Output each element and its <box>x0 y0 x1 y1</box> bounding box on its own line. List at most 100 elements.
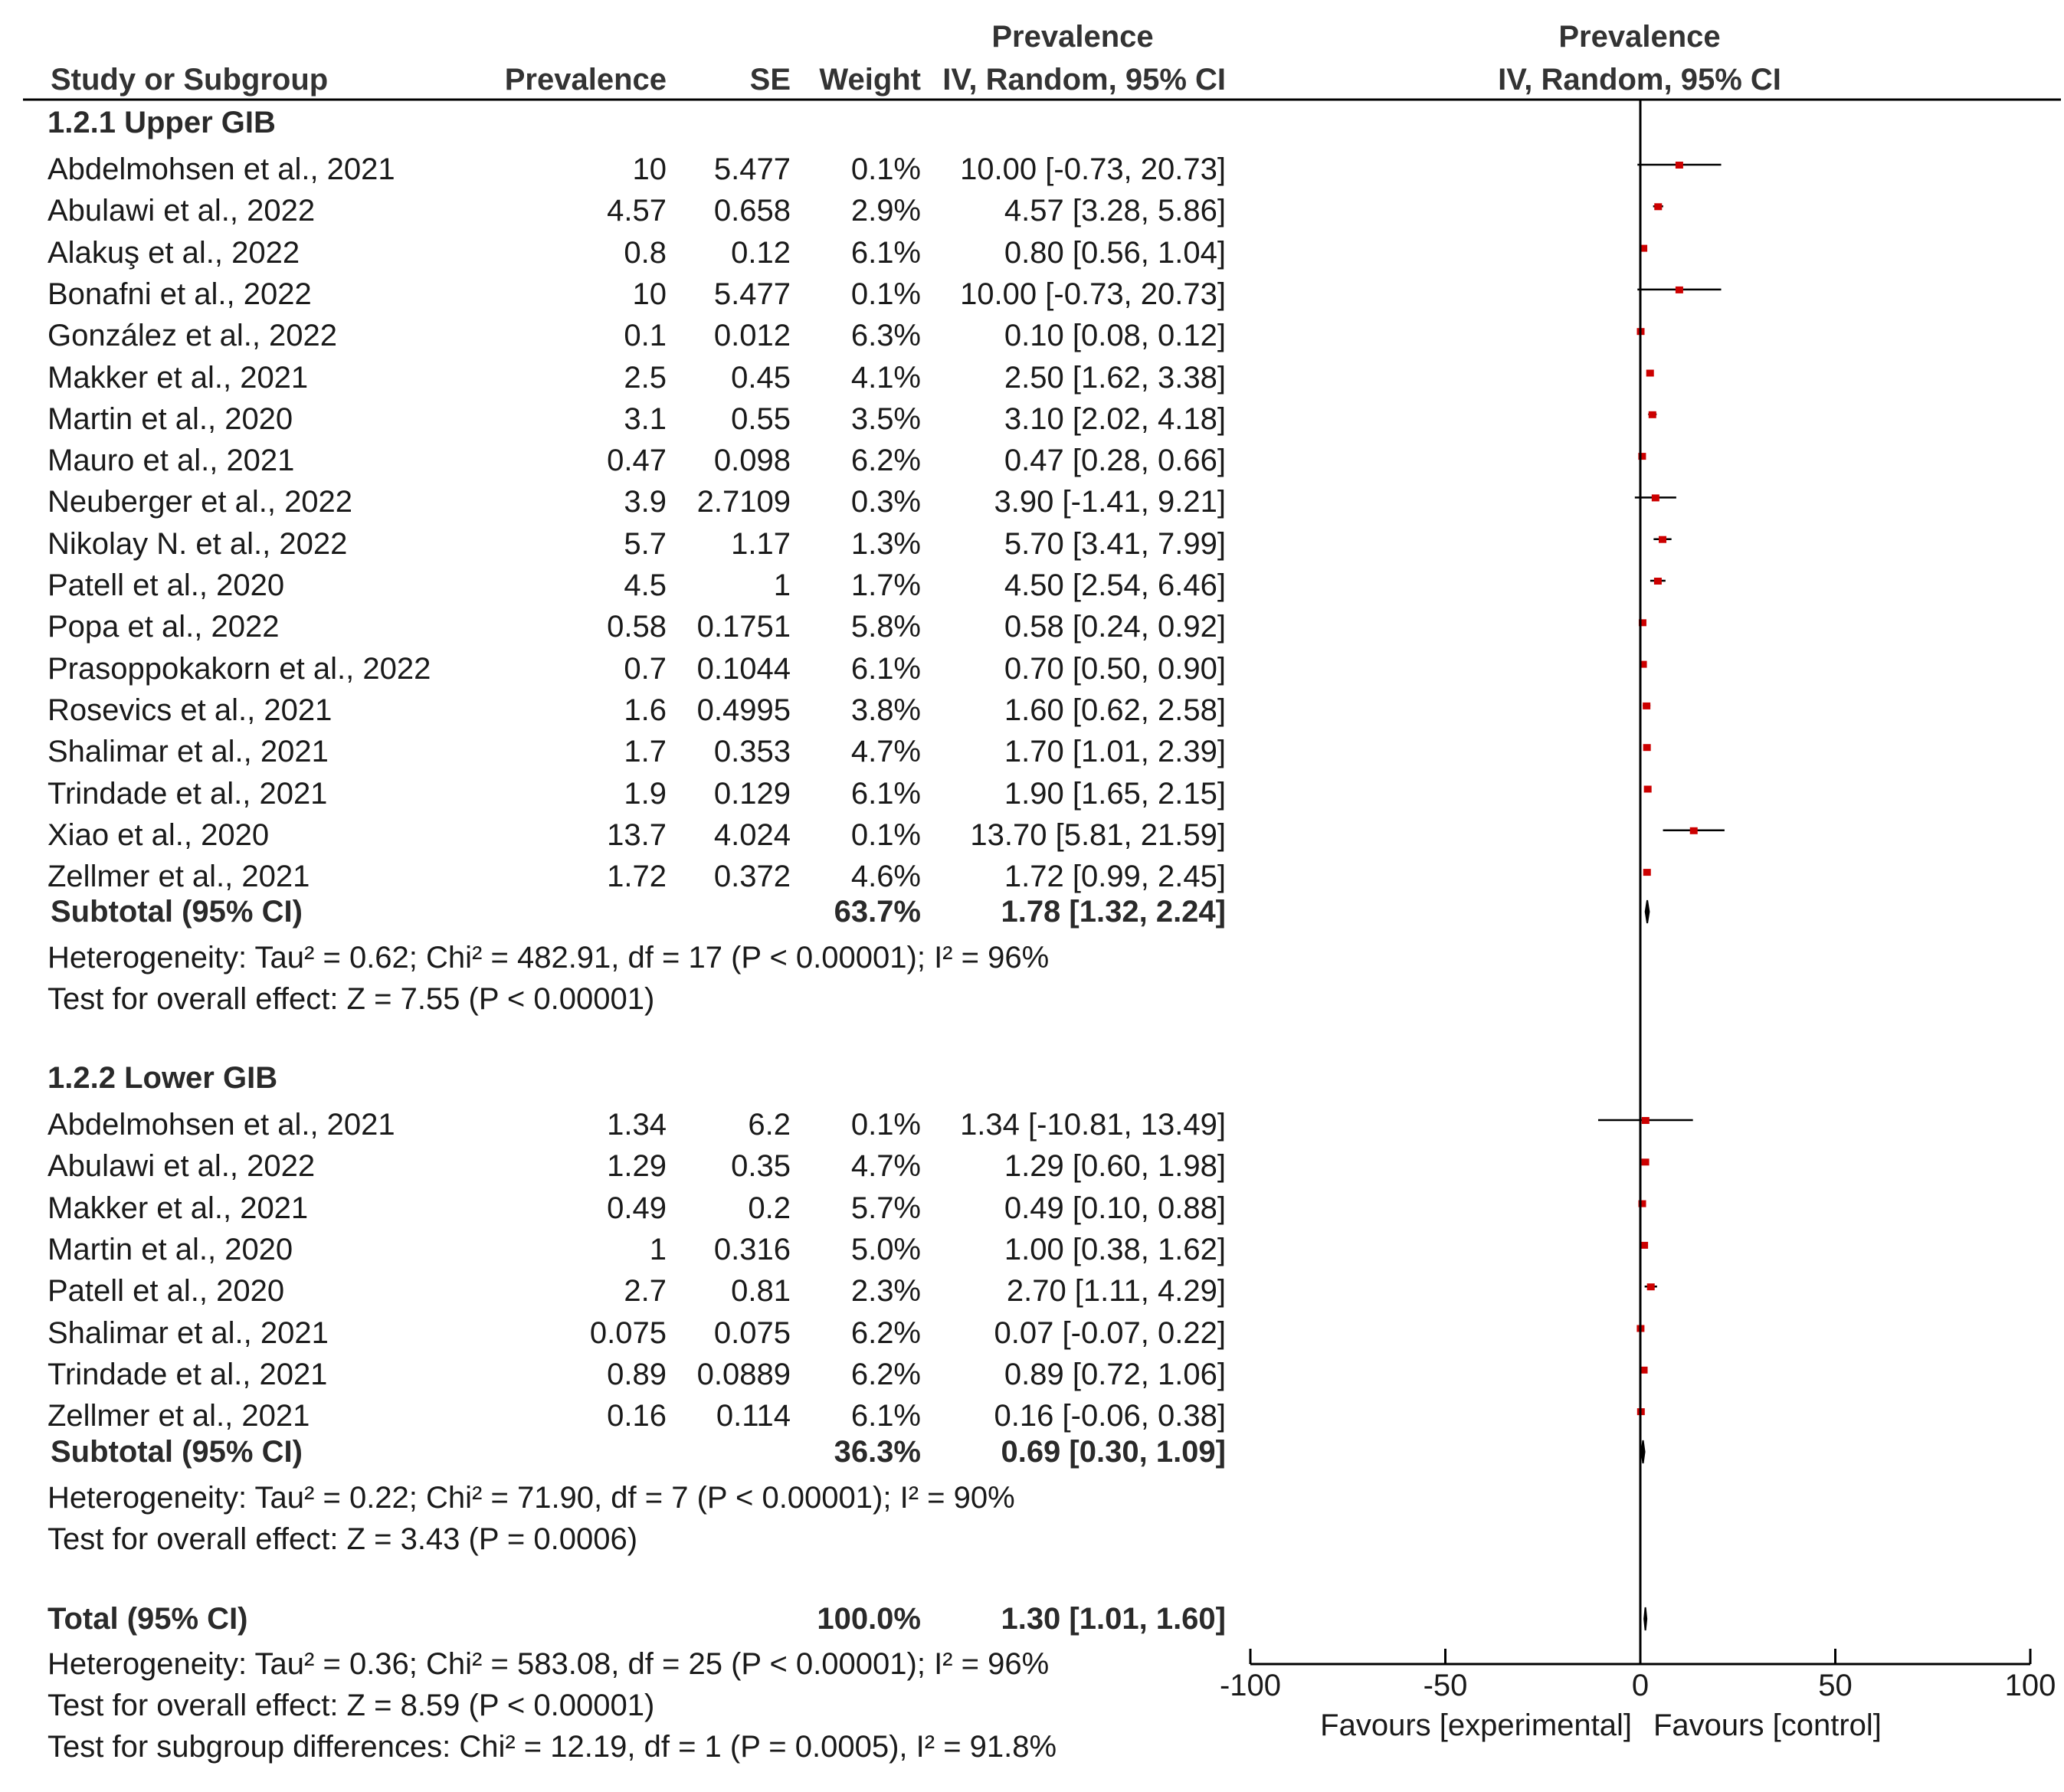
study-se: 2.7109 <box>696 485 791 519</box>
subtotal-ci: 1.78 [1.32, 2.24] <box>1001 895 1226 929</box>
study-ci: 0.80 [0.56, 1.04] <box>1004 235 1226 270</box>
study-se: 0.098 <box>713 444 791 478</box>
study-name: Martin et al., 2020 <box>48 1232 293 1266</box>
study-marker <box>1651 494 1659 502</box>
study-name: Rosevics et al., 2021 <box>48 693 333 727</box>
study-marker <box>1639 660 1647 668</box>
study-se: 0.012 <box>713 319 791 353</box>
study-se: 0.2 <box>748 1191 791 1225</box>
study-se: 0.4995 <box>696 693 791 727</box>
study-marker <box>1646 1283 1655 1291</box>
study-se: 0.1044 <box>696 651 791 686</box>
study-ci: 0.89 [0.72, 1.06] <box>1004 1357 1226 1391</box>
subgroup-heterogeneity: Heterogeneity: Tau² = 0.22; Chi² = 71.90… <box>48 1481 1015 1515</box>
study-se: 0.129 <box>713 776 791 811</box>
x-axis-tick-label: 0 <box>1631 1669 1650 1702</box>
study-weight: 6.3% <box>850 319 921 353</box>
favours-left-label: Favours [experimental] <box>1320 1708 1632 1742</box>
study-prevalence: 1.7 <box>624 735 667 769</box>
study-prevalence: 0.075 <box>589 1315 667 1350</box>
study-marker <box>1646 369 1654 377</box>
study-prevalence: 0.16 <box>607 1399 667 1433</box>
study-weight: 5.8% <box>850 610 921 644</box>
study-ci: 1.29 [0.60, 1.98] <box>1004 1149 1226 1184</box>
weight-column-header: Weight <box>819 63 921 97</box>
study-prevalence: 1.29 <box>607 1149 667 1184</box>
total-overall-effect: Test for overall effect: Z = 8.59 (P < 0… <box>48 1689 655 1722</box>
study-weight: 4.1% <box>850 360 921 395</box>
study-marker <box>1643 744 1651 752</box>
study-marker <box>1638 453 1646 460</box>
study-name: Abulawi et al., 2022 <box>48 1149 316 1184</box>
study-name: Abdelmohsen et al., 2021 <box>48 1108 395 1142</box>
study-se: 0.658 <box>713 194 791 228</box>
study-name: Zellmer et al., 2021 <box>48 860 310 894</box>
study-weight: 6.1% <box>850 235 921 270</box>
study-weight: 6.2% <box>850 444 921 478</box>
study-prevalence: 1.6 <box>624 693 667 727</box>
study-ci: 10.00 [-0.73, 20.73] <box>960 277 1226 311</box>
subtotal-weight: 63.7% <box>834 895 921 929</box>
subgroup-overall-effect: Test for overall effect: Z = 3.43 (P = 0… <box>48 1522 638 1556</box>
study-weight: 0.1% <box>850 277 921 311</box>
x-axis-tick-label: 100 <box>2004 1669 2056 1702</box>
study-name: Makker et al., 2021 <box>48 360 309 395</box>
study-name: Trindade et al., 2021 <box>48 776 328 811</box>
study-marker <box>1641 1117 1650 1124</box>
study-weight: 0.1% <box>850 817 921 852</box>
subgroup-differences-test: Test for subgroup differences: Chi² = 12… <box>48 1730 1057 1764</box>
study-se: 0.316 <box>713 1232 791 1266</box>
study-prevalence: 1.9 <box>624 776 667 811</box>
study-marker <box>1659 536 1667 543</box>
study-ci: 3.10 [2.02, 4.18] <box>1004 401 1226 436</box>
study-se: 0.55 <box>731 401 791 436</box>
study-prevalence: 3.9 <box>624 485 667 519</box>
study-ci: 1.70 [1.01, 2.39] <box>1004 735 1226 769</box>
study-weight: 3.8% <box>850 693 921 727</box>
study-ci: 0.58 [0.24, 0.92] <box>1004 610 1226 644</box>
study-se: 0.353 <box>713 735 791 769</box>
total-weight: 100.0% <box>817 1602 921 1636</box>
study-prevalence: 0.89 <box>607 1357 667 1391</box>
study-se: 0.372 <box>713 860 791 894</box>
study-name: Patell et al., 2020 <box>48 1274 285 1309</box>
study-prevalence: 0.47 <box>607 444 667 478</box>
study-se: 0.0889 <box>696 1357 791 1391</box>
study-ci: 13.70 [5.81, 21.59] <box>970 817 1226 852</box>
study-ci: 0.47 [0.28, 0.66] <box>1004 444 1226 478</box>
study-ci: 4.57 [3.28, 5.86] <box>1004 194 1226 228</box>
x-axis-tick-label: -50 <box>1423 1669 1468 1702</box>
study-weight: 0.1% <box>850 1108 921 1142</box>
study-weight: 4.7% <box>850 1149 921 1184</box>
study-name: González et al., 2022 <box>48 319 338 353</box>
total-ci: 1.30 [1.01, 1.60] <box>1001 1602 1226 1636</box>
study-name: Zellmer et al., 2021 <box>48 1399 310 1433</box>
subtotal-weight: 36.3% <box>834 1435 921 1469</box>
study-marker <box>1641 1158 1650 1166</box>
study-weight: 0.1% <box>850 152 921 186</box>
subtotal-label: Subtotal (95% CI) <box>51 895 303 929</box>
study-ci: 0.16 [-0.06, 0.38] <box>994 1399 1226 1433</box>
study-name: Abulawi et al., 2022 <box>48 194 316 228</box>
study-se: 0.45 <box>731 360 791 395</box>
study-prevalence: 0.1 <box>624 319 667 353</box>
subgroup-title: 1.2.2 Lower GIB <box>48 1061 278 1095</box>
study-name: Bonafni et al., 2022 <box>48 277 312 311</box>
x-axis-tick-label: 50 <box>1818 1669 1853 1702</box>
study-se: 1 <box>773 568 791 602</box>
study-name: Trindade et al., 2021 <box>48 1357 328 1391</box>
study-name: Mauro et al., 2021 <box>48 444 295 478</box>
prevalence-column-header: Prevalence <box>504 63 667 97</box>
study-name: Xiao et al., 2020 <box>48 817 270 852</box>
study-marker <box>1638 1200 1646 1207</box>
study-prevalence: 0.8 <box>624 235 667 270</box>
study-se: 0.81 <box>731 1274 791 1309</box>
study-weight: 0.3% <box>850 485 921 519</box>
study-ci: 2.70 [1.11, 4.29] <box>1006 1274 1226 1309</box>
subtotal-label: Subtotal (95% CI) <box>51 1435 303 1469</box>
study-weight: 1.3% <box>850 526 921 561</box>
study-se: 5.477 <box>713 152 791 186</box>
total-label: Total (95% CI) <box>48 1602 248 1636</box>
study-prevalence: 1.34 <box>607 1108 667 1142</box>
